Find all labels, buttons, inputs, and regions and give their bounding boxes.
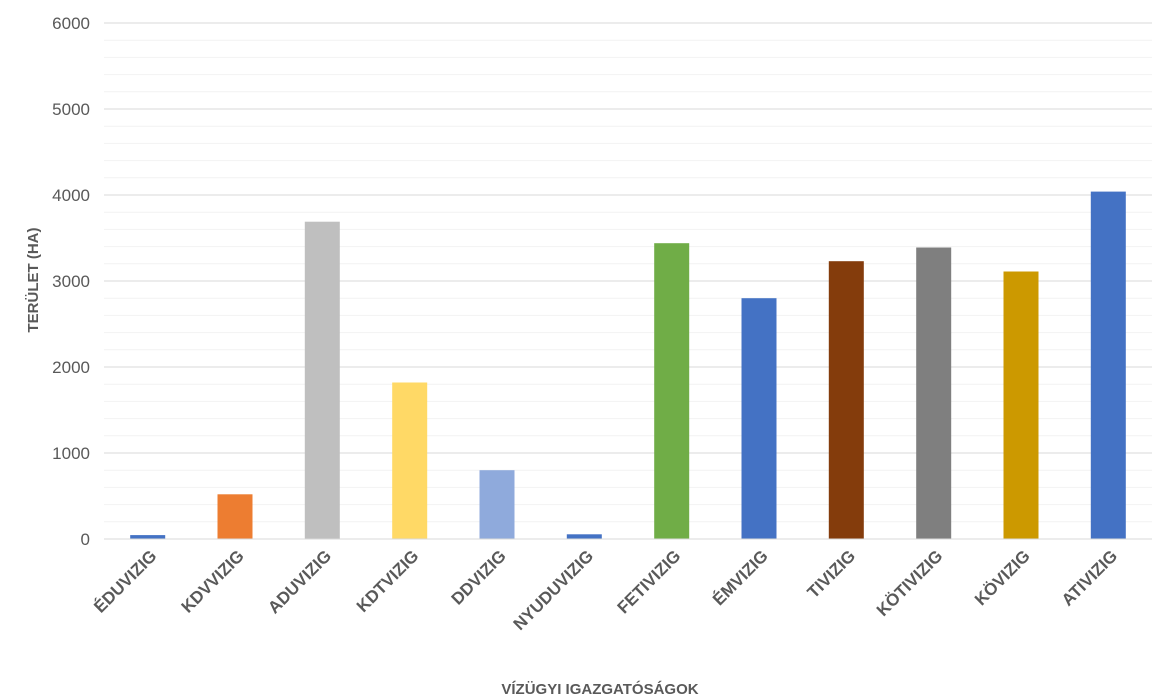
bar [741,298,777,539]
bar [217,494,253,539]
bar [828,261,864,539]
x-tick-label: KDTVIZIG [353,546,423,616]
y-tick-label: 1000 [52,444,90,463]
y-tick-label: 0 [81,530,90,549]
x-tick-label: DDVIZIG [448,546,510,608]
bar [130,535,166,539]
x-tick-label: ÉDUVIZIG [90,546,160,616]
bar [654,243,690,539]
bar [1090,191,1126,539]
x-tick-label: ATIVIZIG [1058,546,1121,609]
x-tick-label: FETIVIZIG [614,546,685,617]
y-tick-label: 4000 [52,186,90,205]
x-axis-title: VÍZÜGYI IGAZGATÓSÁGOK [501,680,698,698]
y-tick-label: 3000 [52,272,90,291]
axes: 0 1000 2000 3000 4000 5000 6000 ÉDUVIZIG KDVVIZI… [52,14,1152,634]
x-tick-label: TIVIZIG [804,546,860,602]
y-axis-title: TERÜLET (HA) [25,228,42,333]
x-tick-label: KÖVIZIG [971,546,1034,609]
bar [479,470,515,539]
y-tick-label: 5000 [52,100,90,119]
bar [916,247,952,539]
bars [130,191,1126,539]
bar [566,534,602,539]
bar [392,382,428,539]
y-tick-label: 6000 [52,14,90,33]
gridlines [104,22,1152,523]
bar [304,221,340,539]
y-tick-label: 2000 [52,358,90,377]
x-tick-label: ÉMVIZIG [709,546,772,609]
bar [1003,271,1039,539]
x-tick-label: NYUDUVIZIG [510,546,598,634]
x-tick-label: ADUVIZIG [264,546,335,617]
x-tick-label: KDVVIZIG [178,546,248,616]
x-tick-label: KÖTIVIZIG [873,546,947,620]
